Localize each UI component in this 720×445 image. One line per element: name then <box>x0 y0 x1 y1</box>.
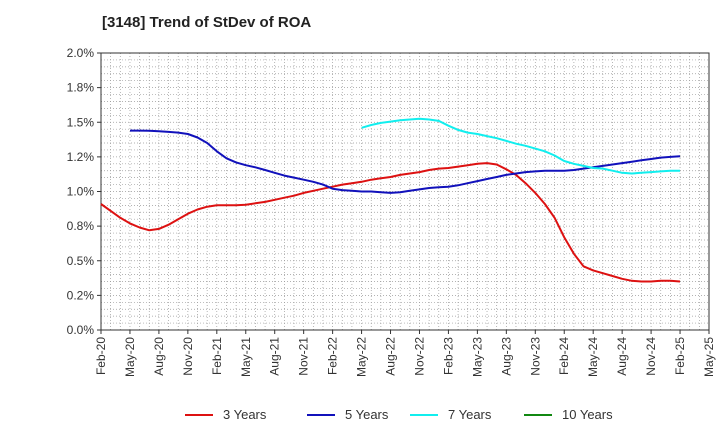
legend-label-5-years: 5 Years <box>345 407 389 422</box>
x-tick-label: Nov-23 <box>528 337 542 376</box>
x-tick-label: May-25 <box>702 337 716 377</box>
x-tick-label: Aug-20 <box>152 337 166 376</box>
x-tick-label: Aug-22 <box>384 337 398 376</box>
legend: 3 Years 5 Years 7 Years 10 Years <box>185 407 613 422</box>
x-tick-label: Aug-23 <box>499 337 513 376</box>
legend-label-7-years: 7 Years <box>448 407 492 422</box>
y-tick-label: 0.8% <box>67 219 95 233</box>
y-tick-label: 0.0% <box>67 323 95 337</box>
y-tick-label: 1.0% <box>67 185 95 199</box>
axis-layer: 0.0% 0.2% 0.5% 0.8% 1.0% 1.2% 1.5% 1.8% 2.0% Feb-… <box>67 46 716 377</box>
x-tick-label: Aug-21 <box>268 337 282 376</box>
legend-label-3-years: 3 Years <box>223 407 267 422</box>
y-tick-label: 1.8% <box>67 81 95 95</box>
grid-layer <box>100 53 710 330</box>
x-tick-label: Feb-25 <box>673 337 687 375</box>
x-tick-label: Nov-24 <box>644 337 658 376</box>
chart-title: [3148] Trend of StDev of ROA <box>102 14 312 31</box>
x-tick-label: Feb-20 <box>94 337 108 375</box>
y-tick-label: 1.2% <box>67 150 95 164</box>
x-tick-label: Aug-24 <box>615 337 629 376</box>
x-tick-label: May-24 <box>586 337 600 377</box>
x-tick-label: Nov-21 <box>297 337 311 376</box>
x-tick-label: May-20 <box>123 337 137 377</box>
x-tick-label: May-22 <box>355 337 369 377</box>
legend-label-10-years: 10 Years <box>562 407 613 422</box>
y-tick-label: 1.5% <box>67 115 95 129</box>
x-tick-label: Nov-22 <box>412 337 426 376</box>
x-tick-label: Feb-22 <box>326 337 340 375</box>
x-tick-label: May-21 <box>239 337 253 377</box>
series-line-3-years <box>100 162 681 283</box>
series-line-7-years <box>361 117 680 175</box>
x-tick-label: Nov-20 <box>181 337 195 376</box>
y-tick-label: 0.5% <box>67 254 95 268</box>
x-tick-label: Feb-23 <box>441 337 455 375</box>
x-tick-label: Feb-24 <box>557 337 571 375</box>
x-tick-label: May-23 <box>470 337 484 377</box>
x-tick-label: Feb-21 <box>210 337 224 375</box>
series-layer <box>100 117 681 283</box>
series-line-5-years <box>130 129 681 194</box>
y-tick-label: 0.2% <box>67 288 95 302</box>
y-tick-label: 2.0% <box>67 46 95 60</box>
